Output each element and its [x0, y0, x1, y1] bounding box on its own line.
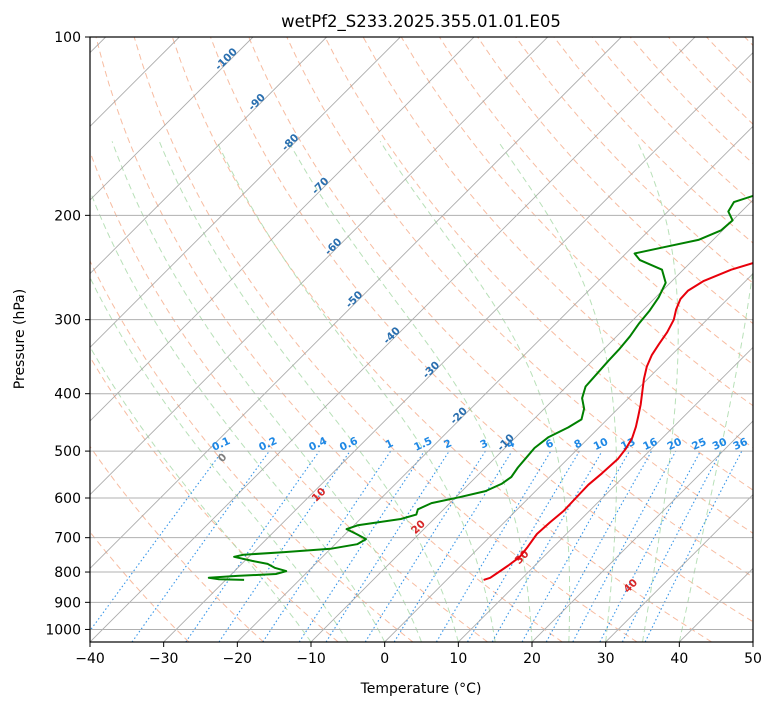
- mixing-ratio-label: 6: [544, 437, 556, 451]
- isotherm: [90, 37, 254, 201]
- temperature-profile: [483, 262, 753, 581]
- mixing-ratio-line: [521, 450, 630, 642]
- x-tick-label: 20: [523, 651, 541, 667]
- y-tick-label: 500: [54, 444, 81, 460]
- y-tick-label: 200: [54, 208, 81, 224]
- mixing-ratio-label: 16: [641, 436, 659, 453]
- mixing-ratio-line: [218, 450, 351, 642]
- y-tick-label: 600: [54, 491, 81, 507]
- profiles: [207, 194, 753, 581]
- isotherm: [237, 125, 753, 642]
- dry-adiabat: [210, 37, 753, 623]
- y-tick-label: 900: [54, 595, 81, 611]
- mixing-ratio-line: [262, 450, 392, 642]
- plot-background: [90, 37, 753, 642]
- mixing-ratio-label: 4: [505, 437, 517, 451]
- isotherm: [90, 37, 475, 422]
- dry-adiabat: [248, 37, 753, 578]
- mixing-ratio-line: [298, 450, 425, 642]
- mixing-ratio-label: 36: [731, 436, 749, 453]
- y-tick-label: 700: [54, 531, 81, 547]
- chart-title: wetPf2_S233.2025.355.01.01.E05: [281, 12, 561, 32]
- mixing-ratio-line: [325, 450, 450, 642]
- dry-adiabat: [133, 37, 638, 642]
- isotherm: [90, 37, 327, 275]
- x-tick-label: −20: [223, 651, 253, 667]
- isotherm: [90, 37, 401, 348]
- pressure-grid: [90, 37, 753, 642]
- isotherm: [90, 37, 622, 569]
- mixing-ratio-line: [545, 450, 653, 642]
- y-tick-label: 300: [54, 313, 81, 329]
- mixing-ratio-label: 8: [572, 437, 584, 451]
- x-tick-label: 30: [597, 651, 615, 667]
- mixing-ratio-line: [90, 450, 223, 632]
- y-tick-label: 800: [54, 565, 81, 581]
- y-tick-label: 400: [54, 387, 81, 403]
- dry-adiabat: [95, 37, 563, 642]
- mixing-ratio-label: 3: [478, 437, 490, 451]
- mixing-ratio-line: [644, 450, 743, 642]
- dry-adiabat: [90, 356, 339, 642]
- y-tick-label: 100: [54, 30, 81, 46]
- y-axis-title: Pressure (hPa): [12, 289, 28, 389]
- mixing-ratio-label: 10: [592, 436, 610, 453]
- isotherm: [310, 199, 753, 642]
- isotherm: [163, 52, 753, 642]
- x-tick-label: 40: [670, 651, 688, 667]
- isotherm: [90, 37, 696, 642]
- dry-adiabat: [515, 37, 753, 284]
- x-axis: −40 −30 −20 −10 0 10 20 30 40 50: [75, 642, 762, 667]
- mixing-ratio-label: 30: [711, 436, 729, 453]
- dry-adiabat: [90, 259, 414, 642]
- mixing-ratio-label: 25: [690, 436, 708, 453]
- mixing-ratio-line: [185, 450, 320, 642]
- y-tick-label: 1000: [45, 622, 81, 638]
- isotherm: [90, 37, 548, 496]
- dry-adiabat: [171, 37, 712, 642]
- mixing-ratio-label: 20: [665, 436, 683, 453]
- isotherm: [384, 273, 753, 642]
- x-tick-label: −10: [296, 651, 326, 667]
- mixing-ratio-label: 2: [442, 437, 454, 451]
- dry-adiabat: [324, 37, 753, 491]
- isotherm: [605, 494, 753, 642]
- x-tick-label: −30: [149, 651, 179, 667]
- dry-adiabat: [286, 37, 753, 534]
- mixing-ratio-line: [572, 450, 677, 642]
- x-tick-label: −40: [75, 651, 105, 667]
- dewpoint-profile: [207, 194, 753, 581]
- mixing-ratio-line: [393, 450, 513, 642]
- x-tick-label: 50: [744, 651, 762, 667]
- reference-line-labels: 0.1 0.2 0.4 0.6 1 1.5 2 3 4 6 8 10 13 16 20 25 30 36-100-…: [210, 46, 750, 596]
- isotherm: [458, 346, 753, 642]
- mixing-ratio-label: 1: [384, 437, 396, 451]
- x-axis-title: Temperature (°C): [360, 681, 482, 697]
- x-tick-label: 10: [449, 651, 467, 667]
- isotherm: [531, 420, 753, 642]
- x-tick-label: 0: [380, 651, 389, 667]
- y-axis: 1000 900 800 700 600 500 400 300 200 100: [45, 30, 90, 638]
- plot-frame: [89, 36, 754, 643]
- isotherm: [752, 641, 753, 642]
- dry-adiabat: [90, 445, 264, 642]
- mixing-ratio-line: [131, 450, 270, 642]
